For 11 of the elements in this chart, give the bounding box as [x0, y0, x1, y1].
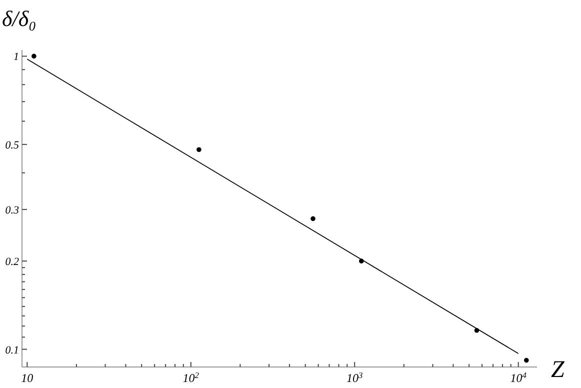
x-tick-label: 10$^{2}$: [182, 370, 199, 385]
y-tick-label: 0.1: [5, 344, 19, 356]
x-tick-label: 10: [21, 371, 34, 385]
y-tick-label: 1: [14, 51, 19, 64]
x-tick-label: 10$^{4}$: [510, 370, 526, 385]
x-tick-label: 10$^{3}$: [346, 370, 363, 385]
y-tick-label: 0.5: [5, 139, 20, 152]
y-tick-label: 0.3: [5, 204, 20, 216]
y-axis-title: δ/δ₀: [2, 6, 36, 31]
x-axis-title: Z: [551, 357, 565, 383]
y-tick-label: 0.2: [5, 256, 20, 268]
